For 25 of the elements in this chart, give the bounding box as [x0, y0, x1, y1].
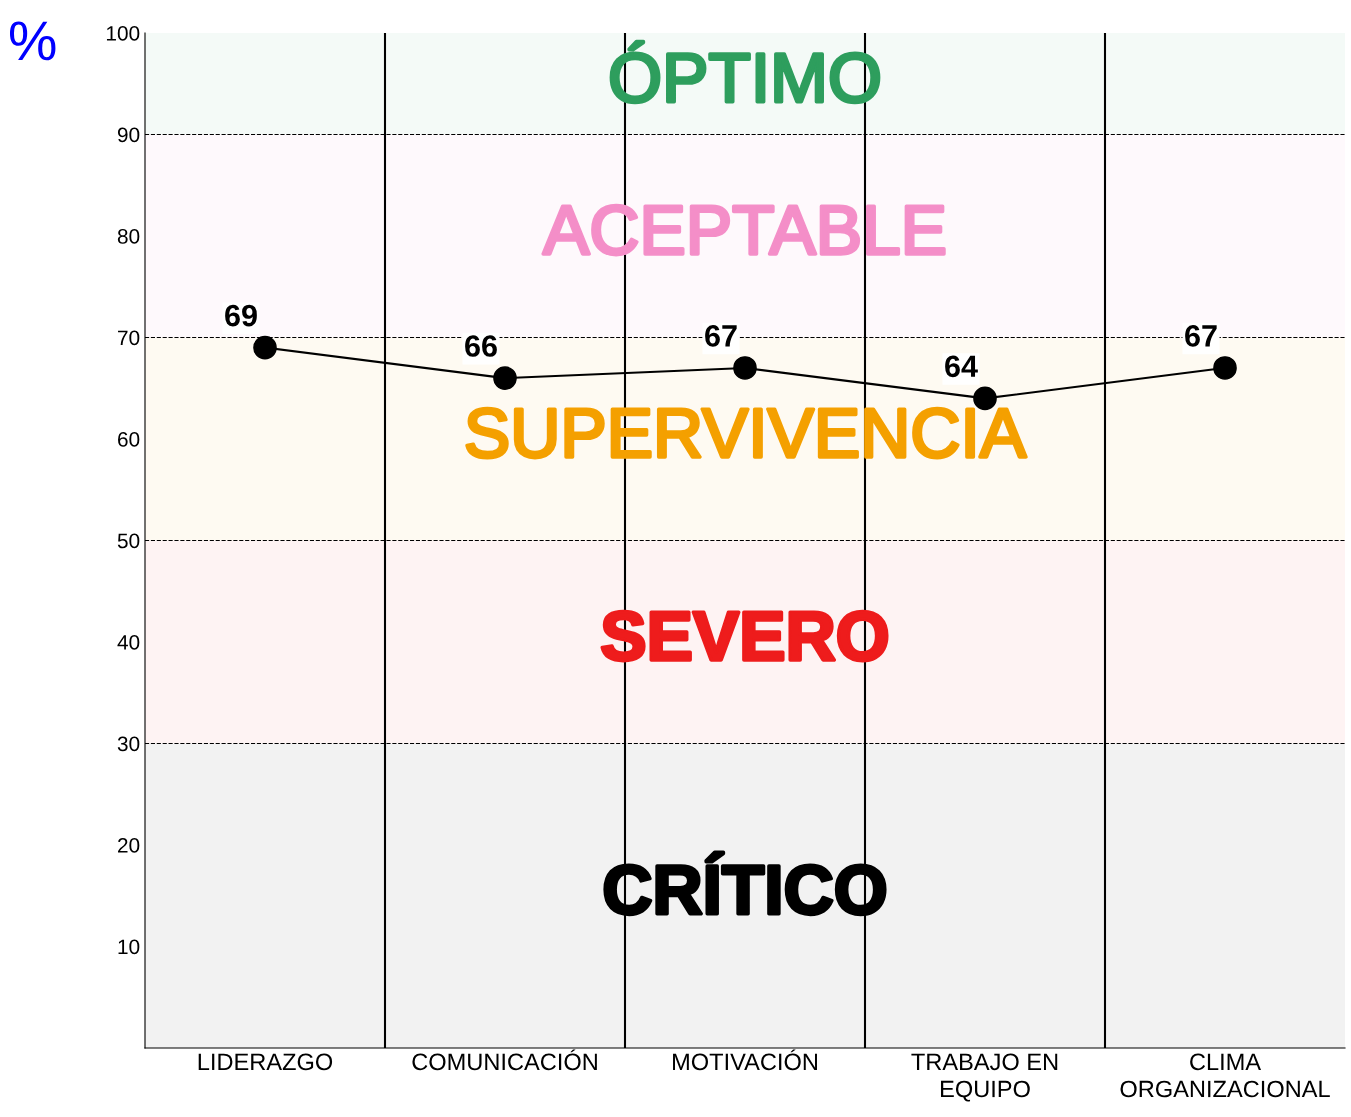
point [493, 366, 517, 390]
y-tick-label: 50 [117, 533, 140, 549]
x-tick-label: MOTIVACIÓN [673, 1049, 817, 1071]
y-tick-label: 40 [117, 635, 140, 650]
y-tick-label: 30 [117, 736, 140, 752]
x-tick-label: CLIMA ORGANIZACIONAL [1120, 1053, 1330, 1098]
y-tick-label: 80 [117, 229, 140, 244]
y-tick-label: 70 [118, 330, 140, 346]
y-tick-label: 90 [117, 127, 140, 143]
data-label: 69 [225, 304, 257, 327]
point [253, 335, 277, 360]
x-tick-label: COMUNICACIÓN [412, 1049, 597, 1071]
data-label: 67 [705, 325, 737, 347]
x-tick-label: TRABAJO EN EQUIPO [911, 1053, 1058, 1102]
point [1213, 356, 1237, 380]
y-tick-label: 10 [118, 939, 140, 955]
y-tick-label: 100 [106, 26, 140, 41]
x-tick-label: LIDERAZGO [198, 1053, 333, 1071]
data-label: 66 [465, 335, 497, 357]
data-label: 67 [1185, 325, 1217, 347]
data-label: 64 [945, 355, 978, 378]
y-tick-label: 60 [118, 432, 140, 447]
y-tick-label: 20 [118, 838, 140, 853]
y-axis-title: % [9, 21, 56, 61]
point [733, 356, 757, 380]
